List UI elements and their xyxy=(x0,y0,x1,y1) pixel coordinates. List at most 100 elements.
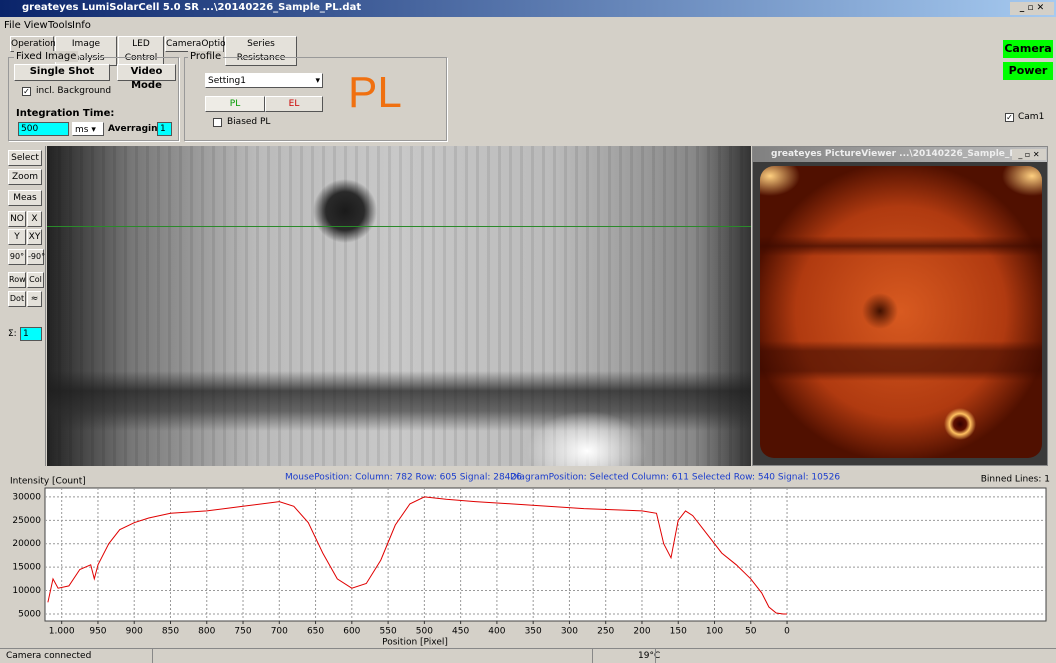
x-tick-label: 600 xyxy=(343,627,360,637)
tool-button[interactable]: Row xyxy=(8,272,26,288)
tab[interactable]: Series Resistance xyxy=(225,36,297,66)
tab-strip: Operation Image Analysis LED Control Cam… xyxy=(0,36,320,66)
x-tick-label: 700 xyxy=(271,627,288,637)
window-title: greateyes LumiSolarCell 5.0 SR ...\20140… xyxy=(22,2,362,13)
tool-button[interactable]: X xyxy=(27,211,42,227)
x-tick-label: 850 xyxy=(162,627,179,637)
y-tick-label: 30000 xyxy=(12,492,41,502)
checkbox[interactable] xyxy=(213,118,222,127)
x-tick-label: 450 xyxy=(452,627,469,637)
pl-button[interactable]: PL xyxy=(205,96,265,112)
tab[interactable]: LED Control xyxy=(118,36,164,66)
status-divider xyxy=(592,649,593,663)
grayscale-image xyxy=(47,146,751,466)
x-tick-label: 300 xyxy=(561,627,578,637)
el-button[interactable]: EL xyxy=(265,96,323,112)
x-tick-label: 1.000 xyxy=(49,627,75,637)
camera-indicator[interactable]: Camera xyxy=(1003,40,1053,58)
tool-button[interactable]: NO xyxy=(8,211,26,227)
profile-group xyxy=(184,57,447,141)
menu-item[interactable]: View xyxy=(24,20,48,31)
tool-button[interactable]: Col xyxy=(27,272,44,288)
group-title: Fixed Image xyxy=(14,51,79,62)
tab[interactable]: Operation xyxy=(10,36,56,52)
label: Averraging: xyxy=(108,124,168,134)
status-divider xyxy=(152,649,153,663)
viewer-title-bar: greateyes PictureViewer ...\20140226_Sam… xyxy=(753,147,1047,162)
binned-lines: Binned Lines: 1 xyxy=(981,475,1050,485)
y-tick-label: 15000 xyxy=(12,563,41,573)
x-tick-label: 250 xyxy=(597,627,614,637)
video-mode-button[interactable]: Video Mode xyxy=(117,64,176,91)
tool-button[interactable]: Select xyxy=(8,150,42,166)
window-controls[interactable]: _ ▫ ✕ xyxy=(1010,2,1054,15)
tool-button[interactable]: ≈ xyxy=(27,291,42,307)
tool-button[interactable]: Dot xyxy=(8,291,26,307)
status-bar: Camera connected 19°C xyxy=(0,648,1056,663)
arrow: ▾ xyxy=(315,76,320,86)
tool-button[interactable]: Zoom xyxy=(8,169,42,185)
y-tick-label: 5000 xyxy=(18,609,41,619)
x-tick-label: 500 xyxy=(416,627,433,637)
x-tick-label: 800 xyxy=(198,627,215,637)
x-tick-label: 200 xyxy=(633,627,650,637)
x-tick-label: 150 xyxy=(670,627,687,637)
tool-button[interactable]: -90° xyxy=(27,249,45,265)
x-tick-label: 550 xyxy=(380,627,397,637)
heatmap-image xyxy=(760,166,1042,458)
title-bar: greateyes LumiSolarCell 5.0 SR ...\20140… xyxy=(0,0,1056,17)
y-axis-label: Intensity [Count] xyxy=(10,477,86,487)
power-indicator[interactable]: Power xyxy=(1003,62,1053,80)
tool-button[interactable]: XY xyxy=(27,229,42,245)
y-tick-label: 25000 xyxy=(12,516,41,526)
setting: Setting1 xyxy=(208,76,246,86)
sigma-input[interactable]: 1 xyxy=(20,327,42,341)
x-tick-label: 750 xyxy=(234,627,251,637)
menu-item[interactable]: Info xyxy=(72,20,91,31)
x-tick-label: 350 xyxy=(525,627,542,637)
x-tick-label: 50 xyxy=(745,627,757,637)
x-tick-label: 950 xyxy=(89,627,106,637)
x-tick-label: 900 xyxy=(126,627,143,637)
row-marker xyxy=(47,226,751,227)
setting-dropdown[interactable]: Setting1 ▾ xyxy=(205,73,323,88)
x-tick-label: 0 xyxy=(784,627,790,637)
averaging-input[interactable]: 1 xyxy=(157,122,172,136)
checkbox[interactable]: ✓ xyxy=(1005,113,1014,122)
viewer-title: greateyes PictureViewer ...\20140226_Sam… xyxy=(771,149,1042,159)
checkbox-label: incl. Background xyxy=(36,86,112,96)
tool-button[interactable]: Meas xyxy=(8,190,42,206)
viewer-controls[interactable]: _ ▫ ✕ xyxy=(1012,149,1046,160)
x-tick-label: 100 xyxy=(706,627,723,637)
menu-item[interactable]: File xyxy=(4,20,21,31)
diagram-position: DiagramPosition: Selected Column: 611 Se… xyxy=(510,473,840,483)
y-tick-label: 20000 xyxy=(12,539,41,549)
menu-item[interactable]: Tools xyxy=(48,20,73,31)
label: Integration Time: xyxy=(16,108,115,119)
x-tick-label: 650 xyxy=(307,627,324,637)
fixed-image-group xyxy=(8,57,179,141)
plot-area xyxy=(44,487,1047,622)
unit-dropdown[interactable]: ms ▾ xyxy=(72,122,104,136)
x-tick-label: 400 xyxy=(488,627,505,637)
single-shot-button[interactable]: Single Shot xyxy=(14,64,110,81)
checkbox-label: Biased PL xyxy=(227,117,271,127)
x-axis-label: Position [Pixel] xyxy=(382,638,448,647)
tab[interactable]: CameraOptions xyxy=(165,36,236,52)
menu-bar: File View Tools Info xyxy=(0,19,300,33)
status-divider xyxy=(655,649,656,663)
checkbox[interactable]: ✓ xyxy=(22,87,31,96)
mode-indicator: PL xyxy=(348,68,402,117)
tool-button[interactable]: 90° xyxy=(8,249,26,265)
checkbox-label: Cam1 xyxy=(1018,112,1045,122)
profile-chart: Intensity [Count] MousePosition: Column:… xyxy=(0,466,1056,646)
temperature: 19°C xyxy=(638,651,661,661)
status-text: Camera connected xyxy=(6,651,92,661)
sigma-label: Σ: xyxy=(8,329,17,339)
integration-input[interactable]: 500 xyxy=(18,122,69,136)
y-tick-label: 10000 xyxy=(12,586,41,596)
mouse-position: MousePosition: Column: 782 Row: 605 Sign… xyxy=(285,473,522,483)
profile-line xyxy=(47,496,787,615)
tool-button[interactable]: Y xyxy=(8,229,26,245)
